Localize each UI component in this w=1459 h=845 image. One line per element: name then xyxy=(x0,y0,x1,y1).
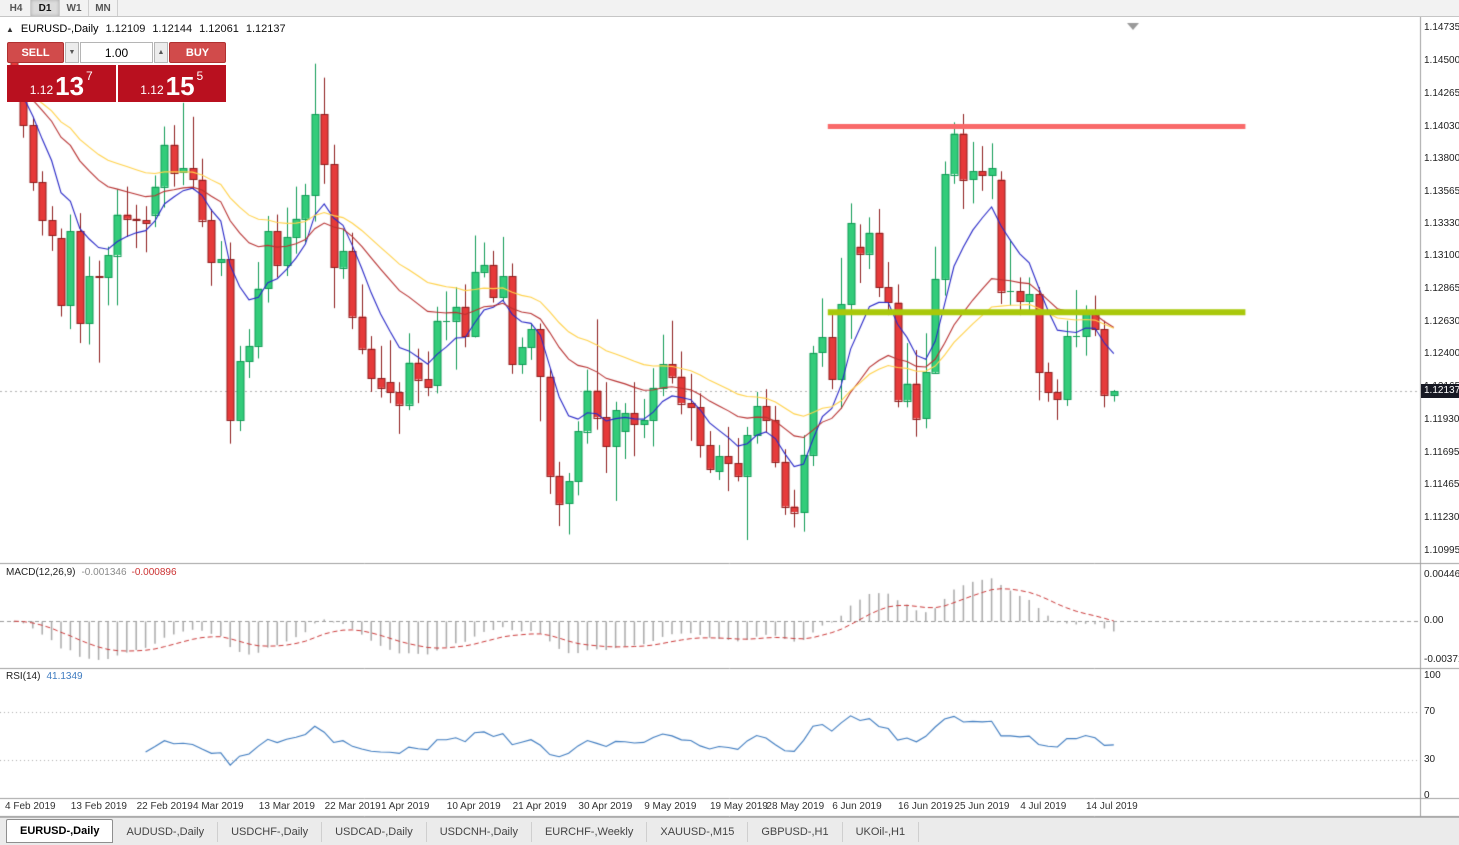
price-axis-label: 1.12400 xyxy=(1424,348,1459,360)
price-axis-label: 1.11695 xyxy=(1424,446,1459,458)
chart-tab-gbpusd-h1[interactable]: GBPUSD-,H1 xyxy=(748,822,843,842)
buy-button[interactable]: BUY xyxy=(169,42,226,63)
timeframe-button-w1[interactable]: W1 xyxy=(60,0,89,16)
price-axis-label: 1.12865 xyxy=(1424,283,1459,295)
buy-price-sup: 5 xyxy=(196,69,204,83)
macd-name: MACD(12,26,9) xyxy=(6,567,76,578)
rsi-axis-label: 70 xyxy=(1424,706,1436,717)
macd-axis-label: 0.004465 xyxy=(1424,568,1459,580)
date-axis-label: 22 Mar 2019 xyxy=(324,801,381,812)
macd-indicator-label: MACD(12,26,9) -0.001346 -0.000896 xyxy=(6,567,177,578)
price-axis-label: 1.14265 xyxy=(1424,87,1459,99)
timeframe-button-d1[interactable]: D1 xyxy=(31,0,60,16)
ohlc-high: 1.12144 xyxy=(152,23,193,35)
chart-symbol-label: EURUSD-,Daily xyxy=(20,23,99,35)
macd-signal-value: -0.000896 xyxy=(131,567,177,578)
price-axis-label: 1.13800 xyxy=(1424,152,1459,164)
price-axis-label: 1.10995 xyxy=(1424,544,1459,556)
date-axis-label: 6 Jun 2019 xyxy=(832,801,882,812)
price-axis-label: 1.13565 xyxy=(1424,185,1459,197)
date-axis-label: 30 Apr 2019 xyxy=(578,801,633,812)
buy-price-panel[interactable]: 1.12 15 5 xyxy=(117,65,226,102)
rsi-indicator-label: RSI(14) 41.1349 xyxy=(6,671,83,682)
date-axis-label: 1 Apr 2019 xyxy=(381,801,430,812)
price-axis-label: 1.13330 xyxy=(1424,218,1459,230)
sell-button[interactable]: SELL xyxy=(7,42,64,63)
rsi-name: RSI(14) xyxy=(6,671,41,682)
price-axis-label: 1.11930 xyxy=(1424,413,1459,425)
macd-axis-label: -0.003715 xyxy=(1424,653,1459,665)
ohlc-low: 1.12061 xyxy=(199,23,239,35)
date-axis-label: 10 Apr 2019 xyxy=(446,801,501,812)
macd-main-value: -0.001346 xyxy=(81,567,127,578)
ohlc-close: 1.12137 xyxy=(245,23,286,35)
price-axis-label: 1.12630 xyxy=(1424,316,1459,328)
date-axis-label: 14 Jul 2019 xyxy=(1086,801,1138,812)
date-axis-label: 13 Feb 2019 xyxy=(70,801,127,812)
chart-tab-eurusd-daily[interactable]: EURUSD-,Daily xyxy=(6,819,114,843)
sell-price-sup: 7 xyxy=(86,69,93,83)
sell-price-big: 13 xyxy=(55,71,85,102)
chart-tab-ukoil-h1[interactable]: UKOil-,H1 xyxy=(843,822,920,842)
current-price-badge: 1.12137 xyxy=(1421,383,1459,398)
volume-decrease-icon[interactable]: ▼ xyxy=(65,42,79,63)
date-axis-label: 4 Feb 2019 xyxy=(5,801,56,812)
date-axis-label: 28 May 2019 xyxy=(766,801,825,812)
price-axis-label: 1.14500 xyxy=(1424,54,1459,66)
volume-increase-icon[interactable]: ▲ xyxy=(154,42,168,63)
chart-tab-usdcad-daily[interactable]: USDCAD-,Daily xyxy=(322,822,427,842)
date-axis-label: 19 May 2019 xyxy=(710,801,768,812)
date-axis-label: 4 Jul 2019 xyxy=(1020,801,1067,812)
one-click-collapse-icon[interactable]: ▲ xyxy=(6,24,14,34)
date-axis-label: 13 Mar 2019 xyxy=(258,801,315,812)
date-axis-label: 9 May 2019 xyxy=(644,801,697,812)
buy-price-prefix: 1.12 xyxy=(140,83,164,97)
date-axis-label: 22 Feb 2019 xyxy=(136,801,193,812)
sell-price-prefix: 1.12 xyxy=(29,83,54,97)
date-axis-label: 16 Jun 2019 xyxy=(898,801,954,812)
price-axis-label: 1.11230 xyxy=(1424,511,1459,523)
date-axis-label: 25 Jun 2019 xyxy=(954,801,1010,812)
date-axis-label: 4 Mar 2019 xyxy=(193,801,244,812)
sell-price-panel[interactable]: 1.12 13 7 xyxy=(7,65,116,102)
volume-input[interactable] xyxy=(80,42,153,63)
rsi-value: 41.1349 xyxy=(46,671,83,682)
rsi-axis-label: 0 xyxy=(1424,790,1430,801)
one-click-trade-panel: SELL ▼ ▲ BUY 1.12 13 7 1.12 15 5 xyxy=(7,42,226,102)
price-axis-label: 1.11465 xyxy=(1424,478,1459,490)
macd-axis-label: 0.00 xyxy=(1424,615,1444,627)
chart-tab-xauusd-m15[interactable]: XAUUSD-,M15 xyxy=(647,822,749,842)
chart-tab-eurchf-weekly[interactable]: EURCHF-,Weekly xyxy=(532,822,648,842)
chart-symbol-overlay: ▲ EURUSD-,Daily 1.12109 1.12144 1.12061 … xyxy=(6,23,286,35)
price-axis-label: 1.13100 xyxy=(1424,250,1459,262)
rsi-axis-label: 30 xyxy=(1424,754,1436,765)
ohlc-open: 1.12109 xyxy=(105,23,146,35)
chart-tab-usdchf-daily[interactable]: USDCHF-,Daily xyxy=(218,822,323,842)
rsi-axis-label: 100 xyxy=(1424,670,1441,681)
chart-tab-usdcnh-daily[interactable]: USDCNH-,Daily xyxy=(427,822,532,842)
buy-price-big: 15 xyxy=(165,71,195,102)
price-axis-label: 1.14030 xyxy=(1424,120,1459,132)
chart-tab-audusd-daily[interactable]: AUDUSD-,Daily xyxy=(113,822,219,842)
price-axis-label: 1.14735 xyxy=(1424,22,1459,34)
chart-tabs-bar: EURUSD-,Daily AUDUSD-,Daily USDCHF-,Daily U… xyxy=(0,817,1459,845)
chart-canvas[interactable] xyxy=(0,17,1459,817)
date-axis-label: 21 Apr 2019 xyxy=(512,801,567,812)
timeframe-button-mn[interactable]: MN xyxy=(89,0,118,16)
timeframe-button-h4[interactable]: H4 xyxy=(2,0,31,16)
timeframe-toolbar: H4 D1 W1 MN xyxy=(0,0,1459,17)
